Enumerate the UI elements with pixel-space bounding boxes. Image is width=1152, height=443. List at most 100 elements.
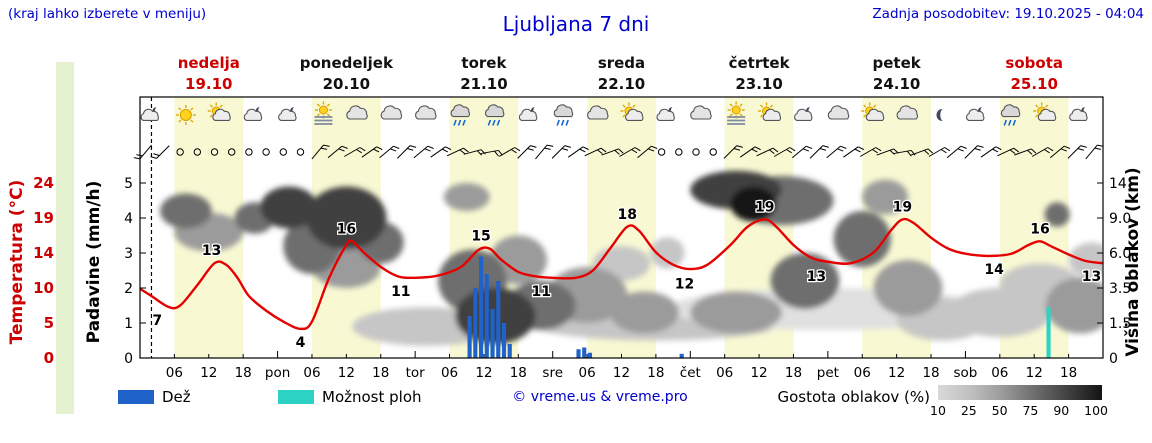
precip-axis-label: 5 xyxy=(124,176,133,192)
day-date: 20.10 xyxy=(323,75,370,93)
page-title: Ljubljana 7 dni xyxy=(502,12,650,36)
wind-barb-icon xyxy=(809,145,829,159)
rain-bar xyxy=(582,347,587,358)
cloud-blob xyxy=(260,186,318,229)
precip-axis-label: 2 xyxy=(124,281,133,297)
weather-icon-cloud xyxy=(587,105,609,120)
wind-barb-icon xyxy=(584,147,607,157)
wind-barb-icon xyxy=(997,147,1020,157)
wind-barb-icon xyxy=(446,147,469,157)
cloud-blob xyxy=(306,186,387,250)
wind-calm-icon xyxy=(279,148,288,156)
wind-barb-icon xyxy=(567,146,589,158)
time-axis-label: sob xyxy=(953,365,977,381)
cloud-blob xyxy=(455,288,536,344)
day-name: sobota xyxy=(1005,54,1063,72)
weather-icon-rain xyxy=(553,104,574,126)
time-axis-label: sre xyxy=(542,365,563,381)
weather-icon-rain xyxy=(450,104,471,126)
scale-label: 10 xyxy=(930,403,946,418)
weather-icon-cloud xyxy=(827,105,850,120)
weather-icon-cloud xyxy=(346,105,368,120)
day-name: petek xyxy=(873,54,922,72)
wind-barb-icon xyxy=(413,145,434,159)
wind-barb-icon xyxy=(535,144,554,160)
day-date: 23.10 xyxy=(735,75,782,93)
weather-icon-fog-sun xyxy=(727,101,746,125)
temperature-label: 14 xyxy=(984,262,1004,278)
wind-barb-icon xyxy=(826,145,847,159)
time-axis-label: 12 xyxy=(1026,365,1043,381)
time-axis-label: 18 xyxy=(510,365,527,381)
weather-icon-sun-cloud xyxy=(207,102,231,121)
time-axis-label: 12 xyxy=(750,365,767,381)
wind-barb-icon xyxy=(1014,148,1037,156)
wind-calm-icon xyxy=(675,148,683,156)
copyright-link[interactable]: © vreme.us & vreme.pro xyxy=(512,389,688,405)
temp-axis-label: 10 xyxy=(33,279,54,297)
cloud-axis-title: Višina oblakov (km) xyxy=(1123,167,1143,356)
cloud-blob xyxy=(610,291,679,334)
weather-icon-cloud-moon xyxy=(794,107,813,121)
temperature-label: 16 xyxy=(337,221,356,237)
temperature-label: 16 xyxy=(1030,221,1049,237)
weather-icon-cloud xyxy=(380,105,403,120)
wind-calm-icon xyxy=(210,148,219,156)
weather-icon-cloud-moon xyxy=(656,107,675,121)
day-name: torek xyxy=(461,54,507,72)
rain-bar xyxy=(484,274,489,358)
wind-barb-icon xyxy=(463,149,486,156)
time-axis-label: 06 xyxy=(441,365,458,381)
cloud-axis-label: 6.0 xyxy=(1109,246,1131,262)
wind-calm-icon xyxy=(296,148,305,156)
temperature-label: 12 xyxy=(675,277,694,293)
temp-axis-label: 24 xyxy=(33,174,54,192)
rain-bar xyxy=(467,316,472,358)
scale-label: 25 xyxy=(960,403,977,418)
rain-bar xyxy=(576,349,581,358)
wind-barb-icon xyxy=(1031,147,1054,157)
wind-barb-icon xyxy=(910,148,934,156)
day-date: 24.10 xyxy=(873,75,920,93)
cloud-axis-label: 0 xyxy=(1109,351,1118,367)
wind-barb-icon xyxy=(498,147,521,157)
showers-swatch xyxy=(278,390,314,404)
rain-bar xyxy=(496,281,501,358)
time-axis-label: 18 xyxy=(922,365,939,381)
wind-calm-icon xyxy=(657,148,666,156)
showers-legend-label: Možnost ploh xyxy=(322,388,422,406)
day-name: četrtek xyxy=(729,54,791,72)
wind-barb-icon xyxy=(739,146,761,158)
cloud-blob xyxy=(1044,202,1070,227)
weather-icon-rain xyxy=(484,104,505,126)
cloud-blob xyxy=(833,211,891,267)
temperature-label: 15 xyxy=(471,229,490,245)
weather-icon-sun xyxy=(175,105,196,125)
weather-icon-cloud-moon xyxy=(966,107,985,121)
wind-barb-icon xyxy=(756,147,779,157)
scale-label: 90 xyxy=(1053,403,1070,418)
rain-bar xyxy=(490,309,495,358)
wind-barb-icon xyxy=(619,147,641,157)
time-axis-label: čet xyxy=(680,365,701,381)
wind-barb-icon xyxy=(601,148,624,156)
shower-bar xyxy=(1046,307,1051,358)
temperature-label: 19 xyxy=(755,199,774,215)
rain-legend-label: Dež xyxy=(162,388,191,406)
day-name: ponedeljek xyxy=(300,54,394,72)
cloud-blob xyxy=(1045,277,1102,334)
last-update: Zadnja posodobitev: 19.10.2025 - 04:04 xyxy=(872,6,1144,22)
cloud-blob xyxy=(873,260,943,316)
time-axis-label: 18 xyxy=(785,365,802,381)
cloud-density-scale: 10 25 50 75 90 100 xyxy=(930,403,1108,418)
weather-icon-fog-sun xyxy=(314,101,333,125)
wind-calm-icon xyxy=(709,148,717,156)
time-axis-label: 18 xyxy=(235,365,252,381)
weather-icon-sun-cloud xyxy=(861,102,885,121)
day-name: nedelja xyxy=(178,54,240,72)
weather-icon-sun-cloud xyxy=(1033,102,1057,121)
weather-icon-moon-cloud xyxy=(518,107,538,121)
time-axis-label: pon xyxy=(265,365,290,381)
